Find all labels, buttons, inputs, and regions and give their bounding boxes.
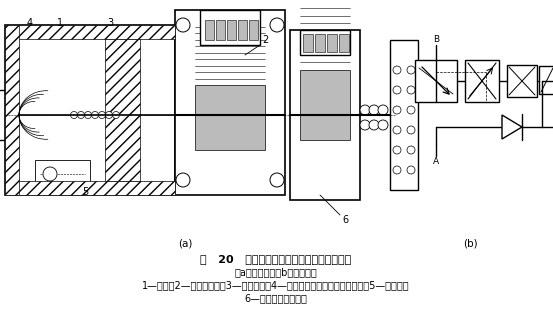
Circle shape (369, 120, 379, 130)
Circle shape (393, 86, 401, 94)
Circle shape (360, 120, 370, 130)
Circle shape (378, 120, 388, 130)
Text: A: A (433, 156, 439, 165)
Bar (238, 20, 247, 40)
Circle shape (85, 112, 91, 119)
Bar (35, 160, 90, 188)
Bar (290, 30, 360, 200)
Circle shape (270, 173, 284, 187)
Circle shape (378, 105, 388, 115)
Bar (465, 60, 499, 102)
Circle shape (369, 105, 379, 115)
Bar (205, 20, 214, 40)
Bar (105, 39, 140, 181)
Bar (415, 60, 457, 102)
Circle shape (407, 126, 415, 134)
Circle shape (407, 106, 415, 114)
Circle shape (360, 105, 370, 115)
Text: 4: 4 (27, 18, 33, 28)
Bar (390, 40, 418, 190)
Circle shape (91, 112, 98, 119)
Circle shape (407, 146, 415, 154)
Bar (339, 34, 349, 52)
Text: 2: 2 (262, 35, 268, 45)
Text: B: B (433, 36, 439, 45)
Text: 3: 3 (107, 18, 113, 28)
Polygon shape (502, 115, 522, 139)
Bar (300, 70, 350, 140)
Bar (5, 25, 175, 39)
Bar (5, 25, 175, 195)
Circle shape (407, 66, 415, 74)
Bar (303, 34, 313, 52)
Bar (249, 20, 258, 40)
Circle shape (176, 173, 190, 187)
Text: 6—电感式位移传感器: 6—电感式位移传感器 (244, 293, 307, 303)
Text: 图   20   位移电反馈型直动式电液比例调速阀: 图 20 位移电反馈型直动式电液比例调速阀 (200, 254, 352, 264)
Bar (195, 85, 265, 150)
Circle shape (70, 112, 77, 119)
Bar (216, 20, 225, 40)
Bar (227, 20, 236, 40)
Circle shape (176, 18, 190, 32)
Circle shape (393, 106, 401, 114)
Text: （a）结构图；（b）图形符号: （a）结构图；（b）图形符号 (234, 267, 317, 277)
Bar (200, 10, 260, 45)
Bar (175, 10, 285, 195)
Circle shape (407, 86, 415, 94)
Bar (5, 181, 175, 195)
Bar (5, 25, 19, 195)
Bar (315, 34, 325, 52)
Circle shape (393, 66, 401, 74)
Circle shape (106, 112, 112, 119)
Circle shape (407, 166, 415, 174)
Text: (b): (b) (463, 239, 477, 249)
Bar (507, 65, 537, 97)
Text: 6: 6 (342, 215, 348, 225)
Bar (539, 66, 553, 94)
Circle shape (393, 126, 401, 134)
Text: 1—阀体；2—比例电磁铁；3—节流阀心；4—作为压力补偿器的定差减压阀；5—单向阀；: 1—阀体；2—比例电磁铁；3—节流阀心；4—作为压力补偿器的定差减压阀；5—单向… (142, 280, 410, 290)
Circle shape (98, 112, 106, 119)
Circle shape (43, 167, 57, 181)
Text: 5: 5 (82, 187, 88, 197)
Text: (a): (a) (178, 239, 192, 249)
Bar (300, 30, 350, 55)
Circle shape (112, 112, 119, 119)
Text: 1: 1 (57, 18, 63, 28)
Bar (327, 34, 337, 52)
Circle shape (77, 112, 85, 119)
Circle shape (393, 166, 401, 174)
Circle shape (393, 146, 401, 154)
Circle shape (270, 18, 284, 32)
